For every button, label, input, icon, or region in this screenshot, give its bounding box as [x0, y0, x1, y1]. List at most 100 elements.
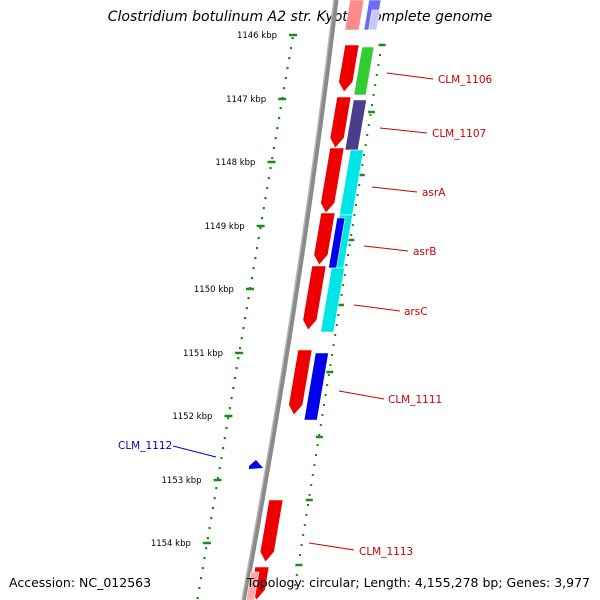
gene-label: CLM_1112	[118, 440, 172, 452]
gene-arrow-clm-1107	[329, 96, 352, 149]
ruler-dot	[220, 457, 223, 460]
outer-ruler-dot	[361, 164, 364, 166]
ruler-dot	[203, 557, 206, 560]
outer-ruler-dot	[321, 414, 324, 416]
ruler-dot	[283, 87, 286, 90]
outer-ruler-dot	[294, 584, 297, 586]
ruler-dot	[284, 77, 287, 80]
ruler-dot	[267, 177, 270, 180]
ruler-dot	[262, 207, 265, 210]
gene-label-leader	[172, 445, 217, 458]
outer-ruler-dot	[379, 54, 381, 56]
gene-label: asrA	[422, 187, 446, 199]
ruler-tick-label: 1148 kbp	[215, 158, 255, 168]
outer-ruler-dot	[324, 394, 327, 396]
ruler-dot	[211, 507, 215, 510]
ruler-tick-label: 1147 kbp	[226, 95, 266, 105]
outer-ruler-dot	[358, 184, 361, 186]
ruler-tick-label: 1146 kbp	[237, 31, 277, 41]
outer-ruler-dot	[323, 404, 325, 406]
ruler-dot	[288, 57, 291, 60]
orf-bar-blue-2	[303, 352, 329, 421]
ruler-dot	[233, 377, 237, 380]
gene-label: CLM_1106	[438, 74, 493, 86]
outer-ruler-dot	[310, 484, 313, 486]
ruler-dot	[221, 447, 225, 450]
ruler-tick-label: 1149 kbp	[205, 222, 245, 232]
outer-ruler-dot	[372, 94, 375, 96]
ruler-dot	[215, 487, 218, 490]
gene-arrow-clm-1113	[259, 499, 284, 563]
outer-ruler-dot	[337, 314, 340, 316]
gene-arrow-clm-1106	[338, 44, 360, 93]
ruler-dot	[232, 387, 235, 390]
accession-label: Accession: NC_012563	[9, 575, 152, 590]
outer-ruler-dot	[300, 544, 303, 546]
ruler-dot	[250, 277, 254, 280]
outer-ruler-dot	[356, 194, 359, 196]
gene-arrow-clm-1111	[288, 349, 313, 416]
ruler-tick-label: 1151 kbp	[183, 349, 223, 359]
ruler-dot	[254, 257, 257, 260]
ruler-dot	[196, 597, 199, 600]
gene-label: asrB	[413, 246, 436, 258]
outer-ruler-dot	[327, 374, 330, 376]
outer-ruler-dot	[311, 474, 314, 476]
outer-ruler-dot	[305, 514, 308, 516]
gene-arrow-asra	[320, 147, 345, 214]
ruler-dot	[210, 517, 213, 520]
ruler-tick-label: 1152 kbp	[172, 412, 212, 422]
outer-ruler-dot	[353, 214, 356, 216]
outer-ruler-dot	[345, 264, 348, 266]
ruler-dot	[230, 397, 233, 400]
genome-summary-label: Topology: circular; Length: 4,155,278 bp…	[246, 575, 590, 590]
orf-bar-partial-light	[368, 9, 381, 31]
gene-label-leader	[308, 542, 355, 551]
gene-label: CLM_1111	[388, 394, 442, 406]
ruler-dot	[240, 337, 243, 340]
ruler-dot	[286, 67, 289, 70]
orf-bar-green	[353, 46, 375, 96]
outer-ruler-dot	[364, 144, 367, 146]
gene-label-leader	[379, 127, 428, 134]
outer-ruler-dot	[331, 354, 333, 356]
gene-label-leader	[338, 390, 385, 400]
outer-ruler-dot	[316, 444, 319, 446]
ruler-dot	[271, 157, 274, 160]
ruler-tick-label: 1150 kbp	[194, 285, 234, 295]
ruler-dot	[277, 117, 281, 120]
outer-ruler-dot	[319, 424, 322, 426]
ruler-dot	[260, 217, 264, 220]
outer-ruler-dot	[343, 274, 346, 276]
ruler-dot	[247, 297, 250, 300]
orf-bar-cyan-3	[320, 267, 345, 333]
ruler-dot	[264, 197, 267, 200]
ruler-dot	[238, 347, 242, 350]
gene-label-leader	[353, 304, 401, 312]
outer-ruler-dot	[342, 284, 345, 286]
outer-ruler-dot	[355, 204, 357, 206]
outer-ruler-dot	[377, 64, 380, 66]
outer-ruler-dot	[308, 494, 311, 496]
ruler-dot	[276, 127, 279, 130]
gene-label-leader	[363, 245, 409, 252]
ruler-dot	[272, 147, 276, 150]
ruler-dot	[255, 247, 259, 250]
outer-ruler-dot	[307, 504, 309, 506]
outer-ruler-dot	[367, 124, 370, 126]
ruler-dot	[208, 527, 211, 530]
ruler-dot	[291, 37, 294, 40]
outer-ruler-dot	[366, 134, 369, 136]
outer-ruler-dot	[371, 104, 373, 106]
ruler-dot	[218, 467, 221, 470]
ruler-tick-label: 1153 kbp	[162, 476, 202, 486]
genome-backbone-highlight	[241, 0, 335, 600]
ruler-dot	[244, 317, 247, 320]
gene-label: arsC	[404, 306, 428, 318]
outer-ruler-dot	[347, 254, 349, 256]
gene-arrow-arsc	[302, 265, 327, 331]
outer-ruler-dot	[348, 244, 351, 246]
gene-arrow-partial	[344, 0, 365, 31]
outer-ruler-dot	[334, 334, 337, 336]
